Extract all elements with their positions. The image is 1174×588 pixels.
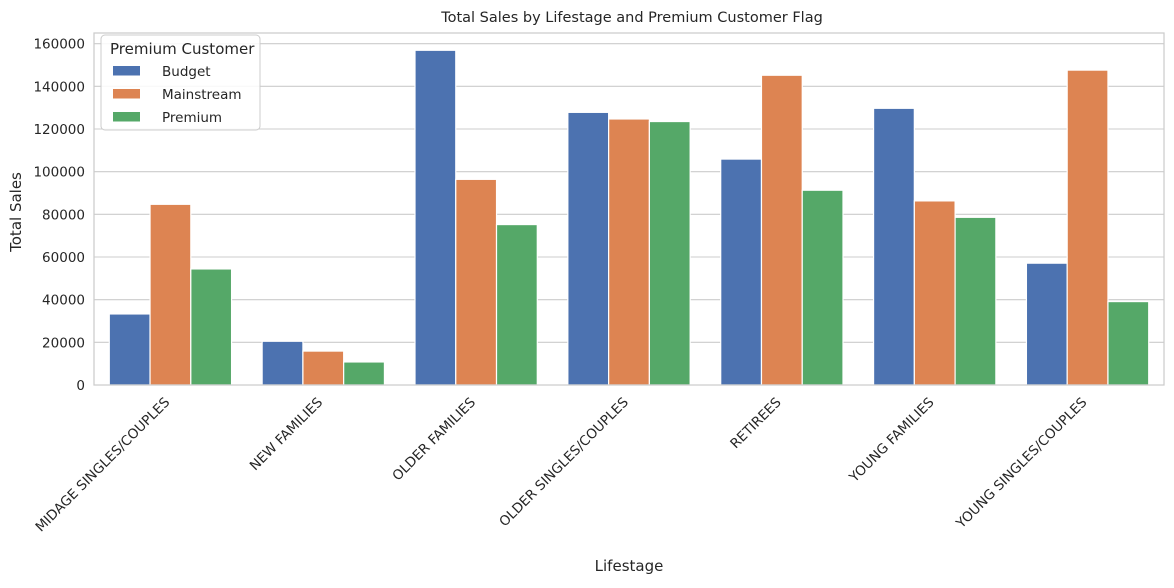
chart-title: Total Sales by Lifestage and Premium Cus… [440,10,823,26]
legend-swatch [113,66,140,76]
x-tick-label: RETIREES [727,395,784,452]
y-tick-label: 80000 [42,207,85,223]
y-tick-label: 160000 [33,37,85,53]
x-tick-label: MIDAGE SINGLES/COUPLES [33,395,174,536]
y-tick-label: 40000 [42,293,85,309]
bar [495,223,538,386]
y-tick-label: 60000 [42,250,85,266]
bar [801,189,844,386]
x-tick-label: YOUNG SINGLES/COUPLES [953,395,1091,533]
plot-frame [93,32,1165,386]
bar [108,313,151,386]
bar [149,203,192,386]
y-tick-label: 120000 [33,122,85,138]
legend-label: Budget [162,64,211,80]
y-tick-label: 20000 [42,335,85,351]
bars-layer [108,49,1150,386]
bar [414,49,457,386]
bar [1107,300,1150,386]
legend-title: Premium Customer [110,40,255,58]
x-tick-label: NEW FAMILIES [247,395,326,474]
bar [1025,262,1068,386]
bar [913,200,956,386]
bar [954,216,997,386]
x-tick-label: OLDER SINGLES/COUPLES [496,395,632,531]
bar [455,178,498,386]
bar [302,350,345,386]
bar [343,361,386,386]
bar [760,74,803,386]
x-tick-labels: MIDAGE SINGLES/COUPLES NEW FAMILIES OLDER … [33,395,1091,536]
y-tick-label: 140000 [33,79,85,95]
y-tick-labels: 0 20000 40000 60000 80000 100000 120000 140000 1… [33,37,85,394]
x-tick-label: YOUNG FAMILIES [846,395,938,487]
bar [720,158,763,386]
bar [567,111,610,386]
legend: Premium Customer Budget Mainstream Premium [100,34,261,131]
x-tick-label: OLDER FAMILIES [389,395,479,485]
bar [872,107,915,386]
legend-swatch [113,89,140,99]
bar [190,268,233,386]
legend-label: Premium [162,110,222,126]
y-tick-label: 0 [76,378,85,394]
bar [608,118,650,386]
bar [1066,69,1109,386]
legend-swatch [113,112,140,122]
legend-entries: Budget Mainstream Premium [113,64,242,126]
legend-label: Mainstream [162,87,242,103]
y-tick-label: 100000 [33,165,85,181]
y-axis-label: Total Sales [7,172,25,253]
bar [648,120,691,386]
x-axis-label: Lifestage [595,557,664,575]
legend-box [100,34,261,131]
bar [261,340,304,386]
